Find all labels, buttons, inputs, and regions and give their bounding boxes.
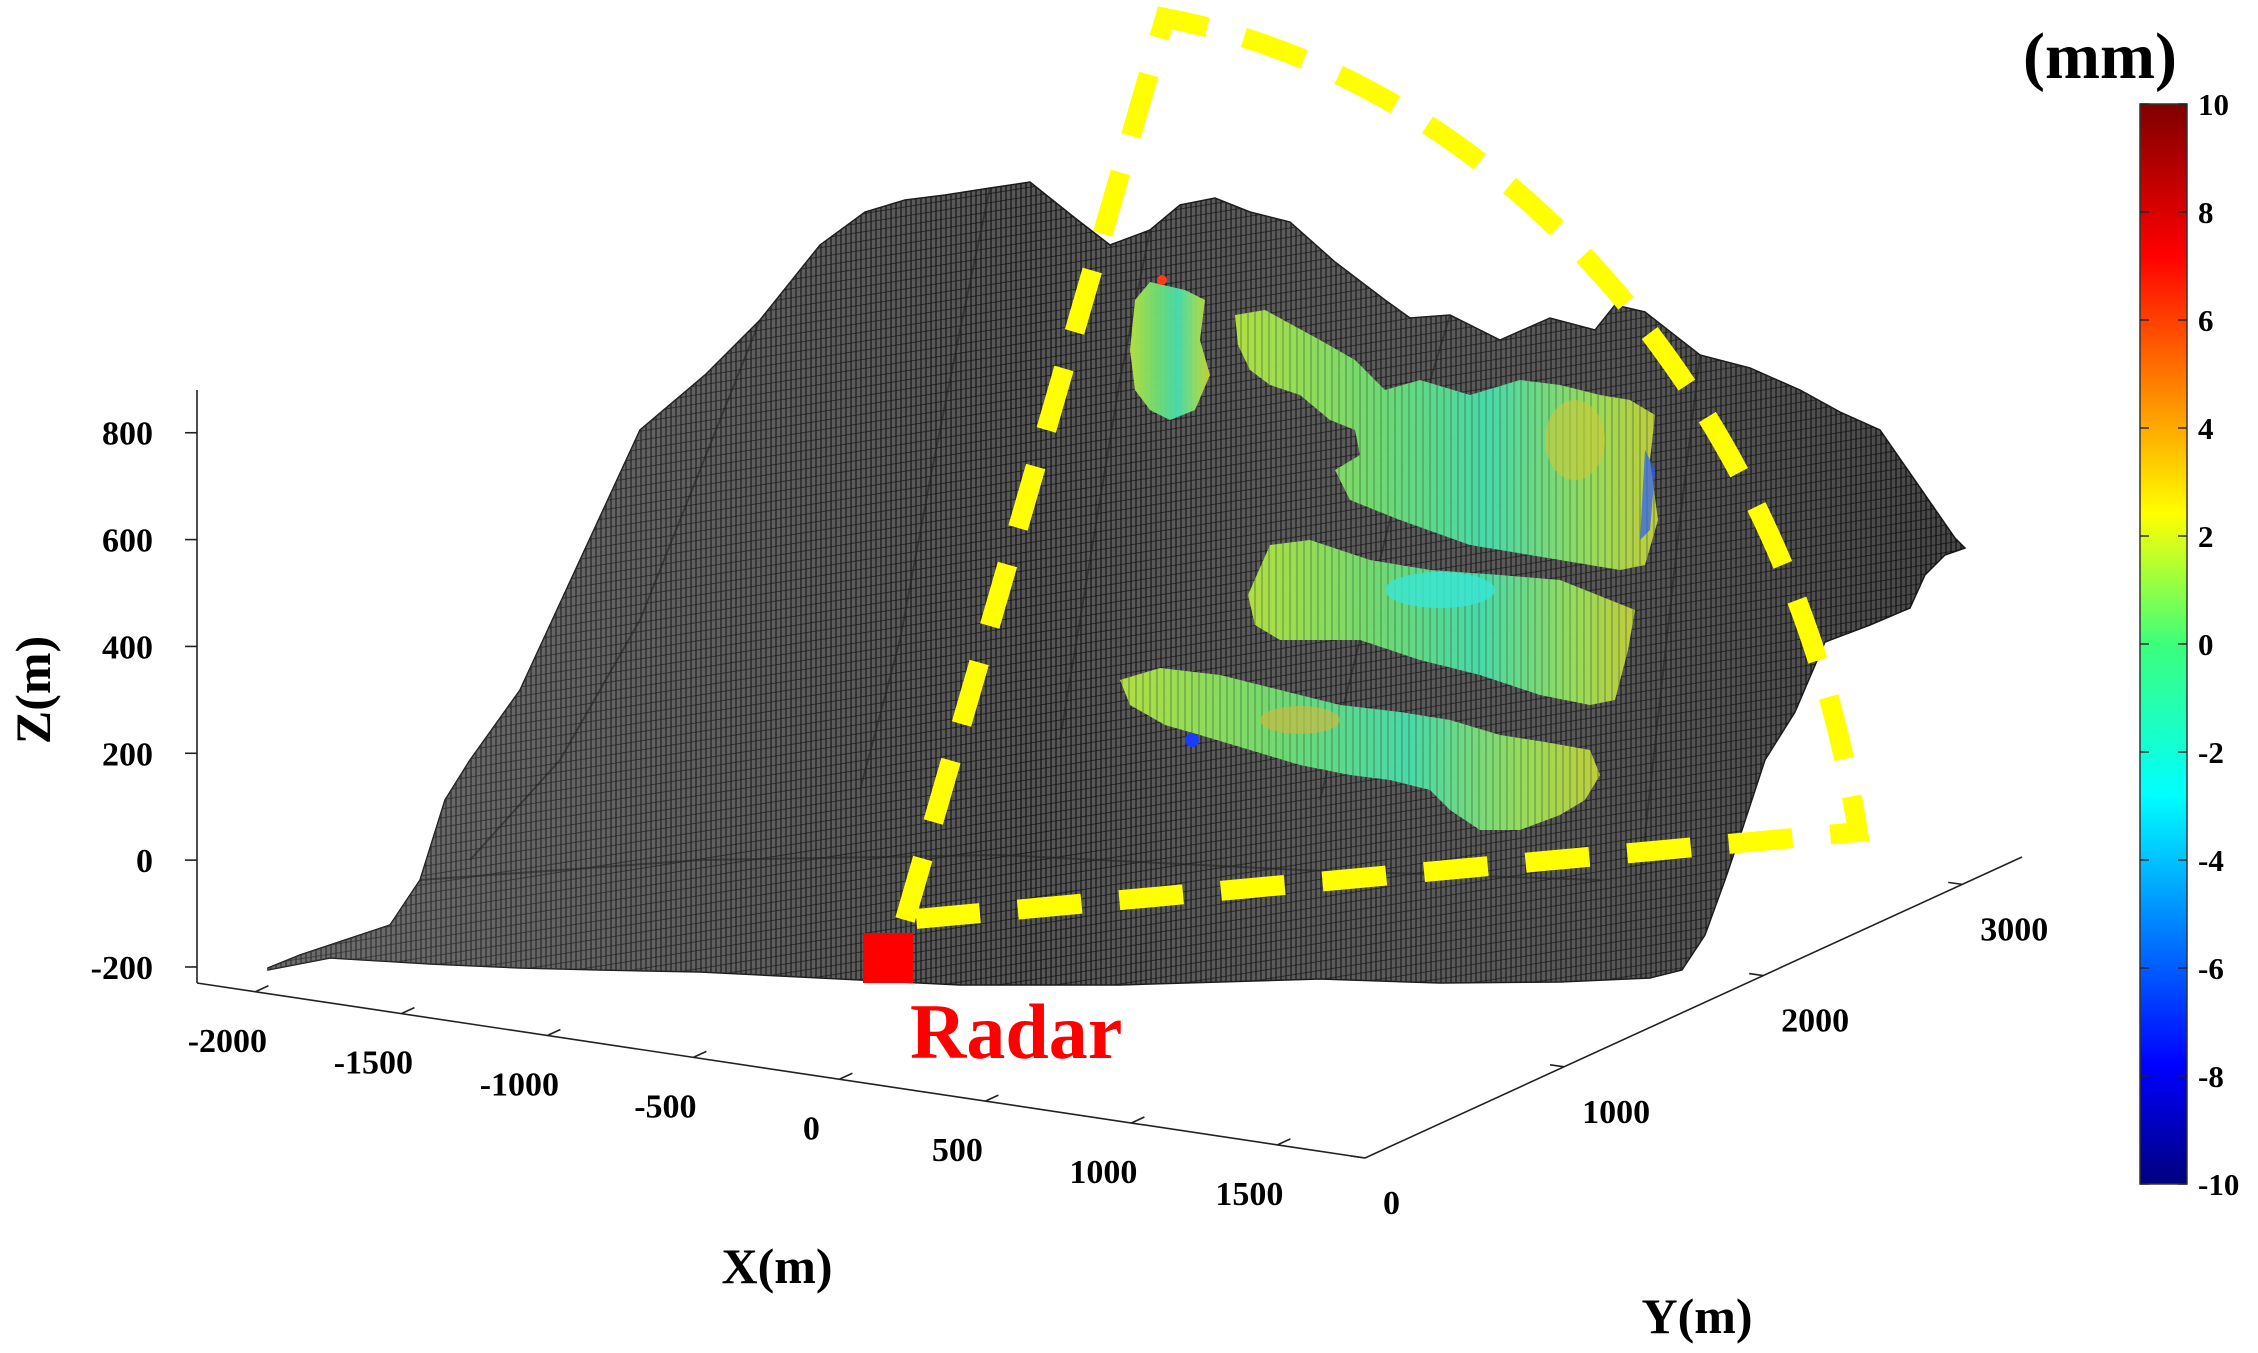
y-tick-mark <box>1948 881 1963 886</box>
radar-marker <box>863 933 913 983</box>
ridge-line <box>1639 354 1701 881</box>
x-tick-mark <box>839 1072 853 1080</box>
x-tick-mark <box>693 1050 707 1059</box>
ridge-line <box>469 319 761 861</box>
z-tick-label: 200 <box>102 736 153 773</box>
x-tick-label: -500 <box>634 1088 696 1125</box>
colorbar-tick-label: 8 <box>2198 195 2214 230</box>
deformation-accent <box>1385 572 1495 608</box>
colorbar-tick-label: -6 <box>2198 951 2224 986</box>
radar-label: Radar <box>910 988 1122 1075</box>
z-tick-label: 0 <box>136 843 153 880</box>
z-ticks: -200 0 200 400 600 800 <box>91 416 197 987</box>
z-tick-label: 800 <box>102 416 153 453</box>
y-tick-label: 2000 <box>1781 1003 1849 1040</box>
axes-frame <box>196 390 2023 1159</box>
colorbar-tick-label: -4 <box>2198 843 2224 878</box>
y-tick-mark <box>1749 972 1764 977</box>
x-tick-label: 500 <box>932 1132 983 1169</box>
x-tick-mark <box>1277 1138 1291 1146</box>
colorbar-tick-label: 6 <box>2198 303 2214 338</box>
colorbar-tick-label: 2 <box>2198 519 2214 554</box>
z-tick-label: 600 <box>102 523 153 560</box>
x-tick-label: -2000 <box>188 1023 267 1060</box>
x-tick-label: 1500 <box>1215 1176 1283 1213</box>
deformation-stripes <box>1120 310 1658 830</box>
y-tick-label: 3000 <box>1980 911 2048 948</box>
x-tick-mark <box>985 1094 999 1102</box>
y-tick-mark <box>1549 1063 1565 1068</box>
y-tick-label: 1000 <box>1582 1094 1650 1131</box>
terrain-surface <box>267 181 1967 986</box>
x-tick-mark <box>401 1006 415 1015</box>
ridge-line <box>419 853 1601 881</box>
y-axis-label: Y(m) <box>1641 1288 1752 1344</box>
colorbar: 10 8 6 4 2 0 -2 -4 -6 -8 -10 (mm) <box>2023 20 2239 1202</box>
z-tick-label: 400 <box>102 629 153 666</box>
y-tick-mark <box>1350 1155 1366 1159</box>
deformation-accent <box>1185 733 1199 747</box>
colorbar-ticks: 10 8 6 4 2 0 -2 -4 -6 -8 -10 <box>2140 87 2239 1202</box>
deformation-accent <box>1157 275 1167 285</box>
x-tick-label: -1000 <box>480 1067 559 1104</box>
colorbar-tick-label: 10 <box>2198 87 2229 122</box>
deformation-accent <box>1640 450 1655 540</box>
x-tick-mark <box>547 1028 561 1037</box>
colorbar-unit-label: (mm) <box>2023 20 2177 93</box>
y-ticks: 0 1000 2000 3000 <box>1350 881 2048 1222</box>
x-ticks: -2000 -1500 -1000 -500 0 500 1000 1500 <box>188 985 1291 1213</box>
radar-sector <box>895 6 1870 930</box>
sector-outline <box>895 6 1870 930</box>
x-tick-label: -1500 <box>334 1045 413 1082</box>
colorbar-tick-label: -2 <box>2198 735 2224 770</box>
x-tick-label: 1000 <box>1069 1154 1137 1191</box>
y-axis-line <box>1364 856 2023 1159</box>
colorbar-tick-label: -10 <box>2198 1167 2239 1202</box>
z-axis-label: Z(m) <box>5 636 61 744</box>
x-tick-mark <box>255 985 269 993</box>
x-axis-line <box>196 982 1366 1159</box>
colorbar-tick-label: -8 <box>2198 1059 2224 1094</box>
deformation-patch <box>1130 282 1210 420</box>
colorbar-tick-label: 4 <box>2198 411 2214 446</box>
terrain-shading <box>268 182 1965 985</box>
x-tick-mark <box>1131 1116 1145 1124</box>
z-tick-label: -200 <box>91 950 153 987</box>
ridge-line <box>859 187 991 791</box>
x-tick-label: 0 <box>803 1110 820 1147</box>
colorbar-tick-label: 0 <box>2198 627 2214 662</box>
y-tick-label: 0 <box>1383 1185 1400 1222</box>
deformation-accent <box>1260 706 1340 734</box>
x-axis-label: X(m) <box>721 1238 832 1294</box>
deformation-overlay <box>1120 275 1658 830</box>
deformation-accent <box>1545 400 1605 480</box>
